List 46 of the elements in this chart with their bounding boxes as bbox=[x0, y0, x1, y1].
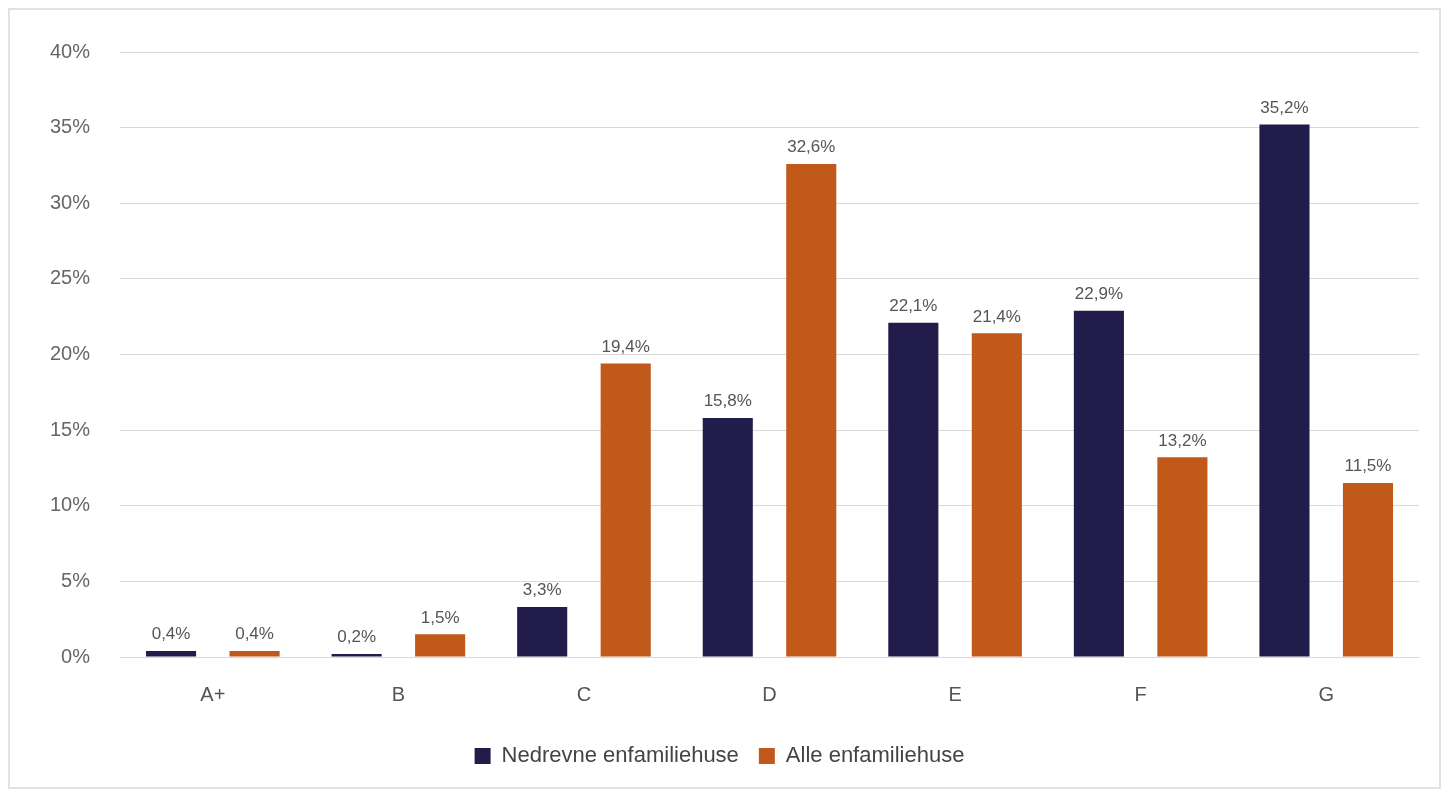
x-tick-label: B bbox=[391, 682, 406, 705]
y-tick-label: 30% bbox=[50, 190, 91, 213]
bar bbox=[1073, 310, 1124, 657]
data-label: 0,2% bbox=[337, 627, 376, 647]
bar bbox=[1259, 124, 1310, 657]
y-tick-label: 20% bbox=[50, 342, 91, 365]
bar bbox=[888, 322, 939, 657]
bar bbox=[600, 363, 651, 657]
bar bbox=[971, 333, 1022, 657]
data-label: 0,4% bbox=[151, 624, 191, 644]
x-tick-label: G bbox=[1318, 682, 1334, 705]
y-tick-label: 25% bbox=[50, 266, 91, 289]
data-label: 0,4% bbox=[235, 624, 274, 644]
bar bbox=[517, 607, 568, 657]
data-label: 21,4% bbox=[972, 306, 1021, 326]
bar bbox=[229, 650, 280, 657]
data-label: 1,5% bbox=[420, 607, 460, 627]
data-label: 3,3% bbox=[522, 580, 562, 600]
data-label: 32,6% bbox=[787, 137, 836, 157]
y-tick-label: 10% bbox=[50, 493, 91, 516]
bar bbox=[146, 650, 197, 657]
x-tick-label: A+ bbox=[200, 682, 226, 705]
data-label: 15,8% bbox=[703, 391, 752, 411]
bar bbox=[331, 653, 382, 657]
data-label: 13,2% bbox=[1158, 430, 1207, 450]
data-label: 11,5% bbox=[1344, 456, 1392, 476]
data-label: 19,4% bbox=[601, 336, 650, 356]
data-label: 22,9% bbox=[1074, 283, 1123, 303]
x-tick-label: C bbox=[576, 682, 592, 705]
data-label: 22,1% bbox=[889, 295, 938, 315]
bar bbox=[786, 163, 837, 657]
y-tick-label: 0% bbox=[61, 644, 91, 667]
bar bbox=[702, 418, 753, 657]
y-tick-label: 5% bbox=[61, 568, 91, 591]
legend-label: Alle enfamiliehuse bbox=[785, 742, 965, 768]
y-tick-label: 35% bbox=[50, 115, 91, 138]
y-tick-label: 15% bbox=[50, 417, 91, 440]
x-tick-label: D bbox=[762, 682, 777, 705]
bar bbox=[415, 634, 466, 657]
y-tick-label: 40% bbox=[50, 39, 91, 62]
x-tick-label: F bbox=[1134, 682, 1147, 705]
bar bbox=[1342, 483, 1394, 657]
x-tick-label: E bbox=[948, 682, 962, 705]
data-label: 35,2% bbox=[1260, 97, 1309, 117]
legend-label: Nedrevne enfamiliehuse bbox=[501, 742, 739, 768]
bar bbox=[1157, 457, 1208, 657]
